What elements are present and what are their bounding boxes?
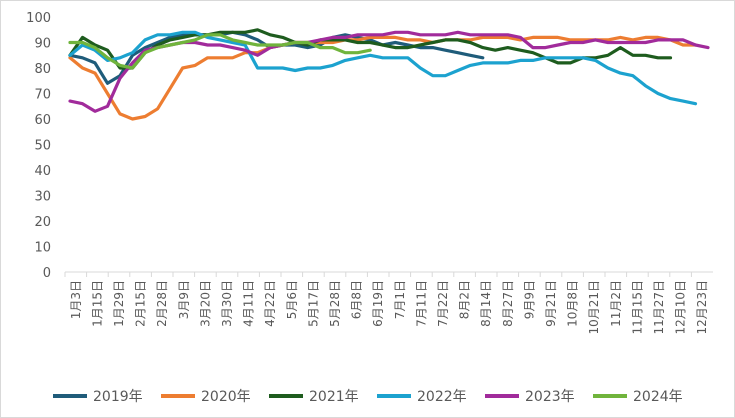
x-tick-label-28: 12月10日 [674, 280, 688, 335]
legend-label-2020年: 2020年 [201, 389, 251, 405]
x-tick-label-16: 7月11日 [414, 280, 428, 327]
y-tick-label-60: 60 [34, 113, 51, 128]
x-tick-label-27: 11月27日 [652, 280, 666, 335]
series-line-2024年 [68, 33, 372, 70]
y-tick-label-20: 20 [34, 215, 51, 230]
x-tick-label-12: 5月28日 [328, 280, 342, 327]
x-tick-label-11: 5月17日 [306, 280, 320, 327]
x-tick-label-15: 7月1日 [393, 280, 407, 319]
x-tick-label-1: 1月15日 [90, 280, 104, 327]
x-tick-label-4: 2月28日 [155, 280, 169, 327]
y-tick-label-40: 40 [34, 164, 51, 179]
legend-label-2021年: 2021年 [309, 389, 359, 405]
legend-label-2024年: 2024年 [633, 389, 683, 405]
y-tick-label-0: 0 [43, 266, 51, 281]
legend-label-2019年: 2019年 [93, 389, 143, 405]
x-tick-label-22: 9月21日 [544, 280, 558, 327]
x-tick-label-3: 2月15日 [134, 280, 148, 327]
x-tick-label-0: 1月3日 [69, 280, 83, 319]
x-tick-label-9: 4月22日 [263, 280, 277, 327]
legend-label-2023年: 2023年 [525, 389, 575, 405]
x-tick-label-18: 8月2日 [458, 280, 472, 319]
x-tick-label-2: 1月29日 [112, 280, 126, 327]
x-tick-label-13: 6月8日 [350, 280, 364, 319]
y-tick-label-70: 70 [34, 88, 51, 103]
y-tick-label-10: 10 [34, 241, 51, 256]
y-tick-label-30: 30 [34, 190, 51, 205]
x-tick-label-24: 10月21日 [587, 280, 601, 335]
legend-label-2022年: 2022年 [417, 389, 467, 405]
x-tick-label-14: 6月19日 [371, 280, 385, 327]
x-tick-label-23: 10月8日 [566, 280, 580, 327]
y-tick-label-80: 80 [34, 62, 51, 77]
x-tick-label-5: 3月9日 [177, 280, 191, 319]
y-tick-label-50: 50 [34, 139, 51, 154]
x-tick-label-21: 9月9日 [522, 280, 536, 319]
legend: 2019年 2020年 2021年 2022年 2023年 2024年 [53, 389, 683, 405]
series-line-2020年 [68, 35, 698, 121]
x-tick-label-7: 3月30日 [220, 280, 234, 327]
series-line-2021年 [68, 28, 673, 70]
x-tick-label-6: 3月20日 [198, 280, 212, 327]
x-tick-label-29: 12月23日 [695, 280, 709, 335]
x-tick-label-20: 8月27日 [501, 280, 515, 327]
x-tick-label-26: 11月15日 [630, 280, 644, 335]
x-tick-label-17: 7月22日 [436, 280, 450, 327]
x-tick-label-25: 11月2日 [609, 280, 623, 327]
y-tick-label-100: 100 [26, 11, 51, 26]
series-line-2022年 [68, 30, 698, 106]
series-lines [68, 28, 710, 121]
x-tick-label-10: 5月6日 [285, 280, 299, 319]
axes: 0 10 20 30 40 50 60 70 80 90 100 1月3日 1月15日 1月29日 2月15… [26, 11, 713, 335]
y-tick-label-90: 90 [34, 37, 51, 52]
x-tick-label-19: 8月14日 [479, 280, 493, 327]
x-tick-label-8: 4月11日 [242, 280, 256, 327]
